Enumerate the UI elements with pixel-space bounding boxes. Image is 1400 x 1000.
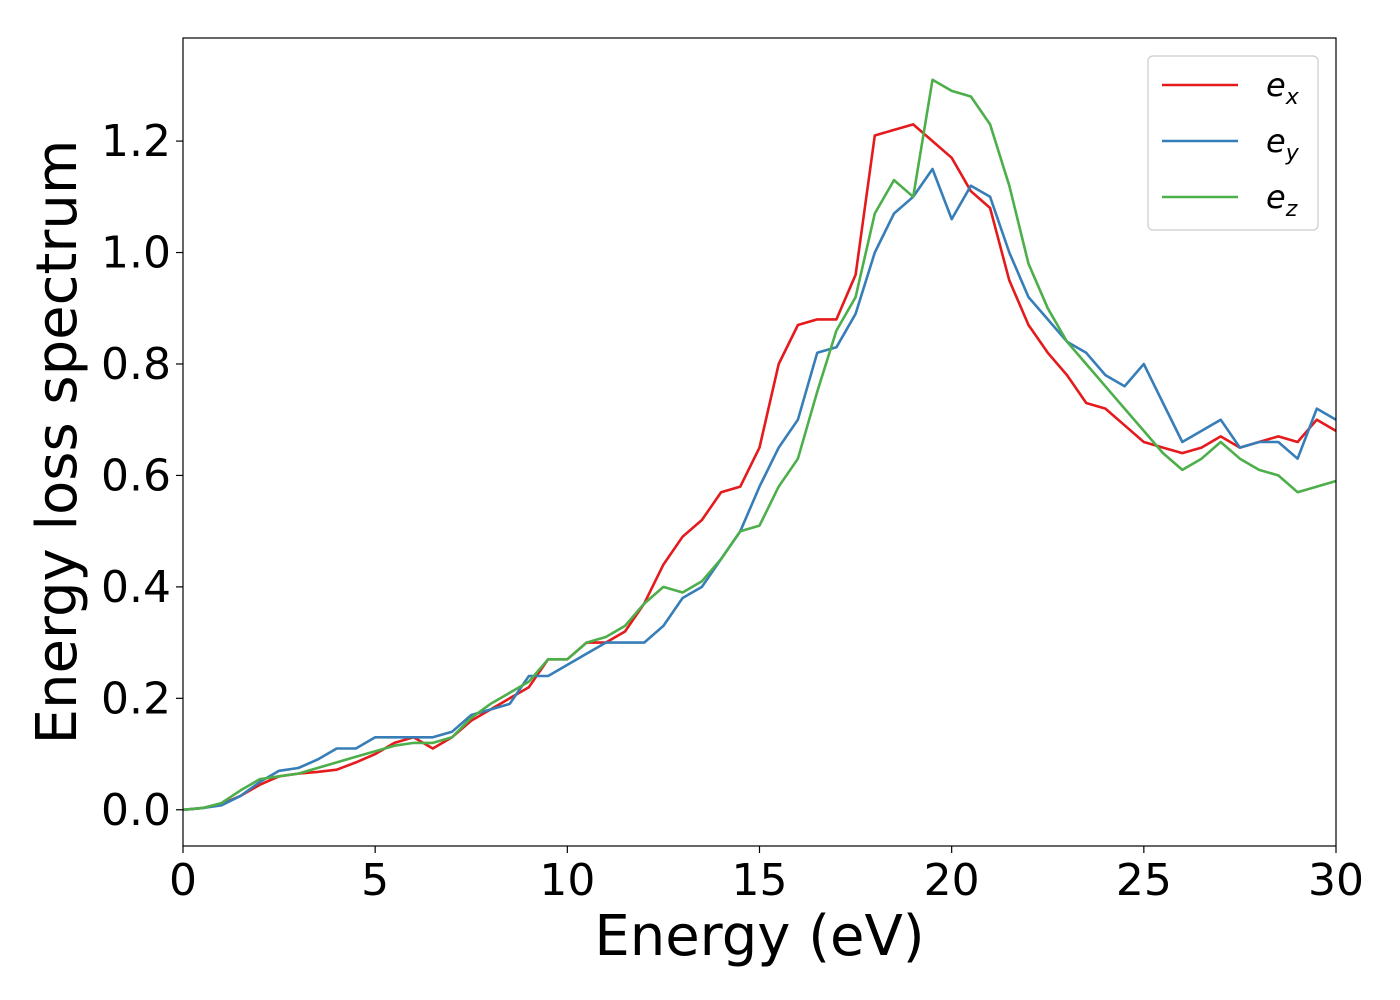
series-line-e-y [183,167,1336,812]
y-tick-label: 0.0 [101,785,171,836]
y-axis-label: Energy loss spectrum [25,140,90,745]
y-tick-label: 0.8 [101,339,171,390]
x-tick-label: 10 [539,855,595,906]
y-tick-label: 0.2 [101,673,171,724]
y-axis: 0.0 0.2 0.4 0.6 0.8 1.0 1.2 [101,116,183,836]
series-line-e-z [183,78,1336,812]
x-axis-label: Energy (eV) [594,904,924,969]
legend-box [1147,55,1319,231]
y-tick-label: 0.6 [101,450,171,501]
x-tick-label: 0 [169,855,197,906]
legend-label: ez [1266,178,1298,222]
y-tick-label: 1.2 [101,116,171,167]
x-tick-label: 25 [1116,855,1172,906]
x-tick-label: 5 [361,855,389,906]
series-line-e-x [183,123,1336,812]
y-tick-label: 1.0 [101,228,171,279]
x-tick-label: 15 [732,855,788,906]
x-tick-label: 30 [1308,855,1364,906]
x-tick-label: 20 [924,855,980,906]
y-tick-label: 0.4 [101,562,171,613]
legend-item: ez [1162,178,1298,222]
x-axis: 0 5 10 15 20 25 30 [169,846,1364,906]
